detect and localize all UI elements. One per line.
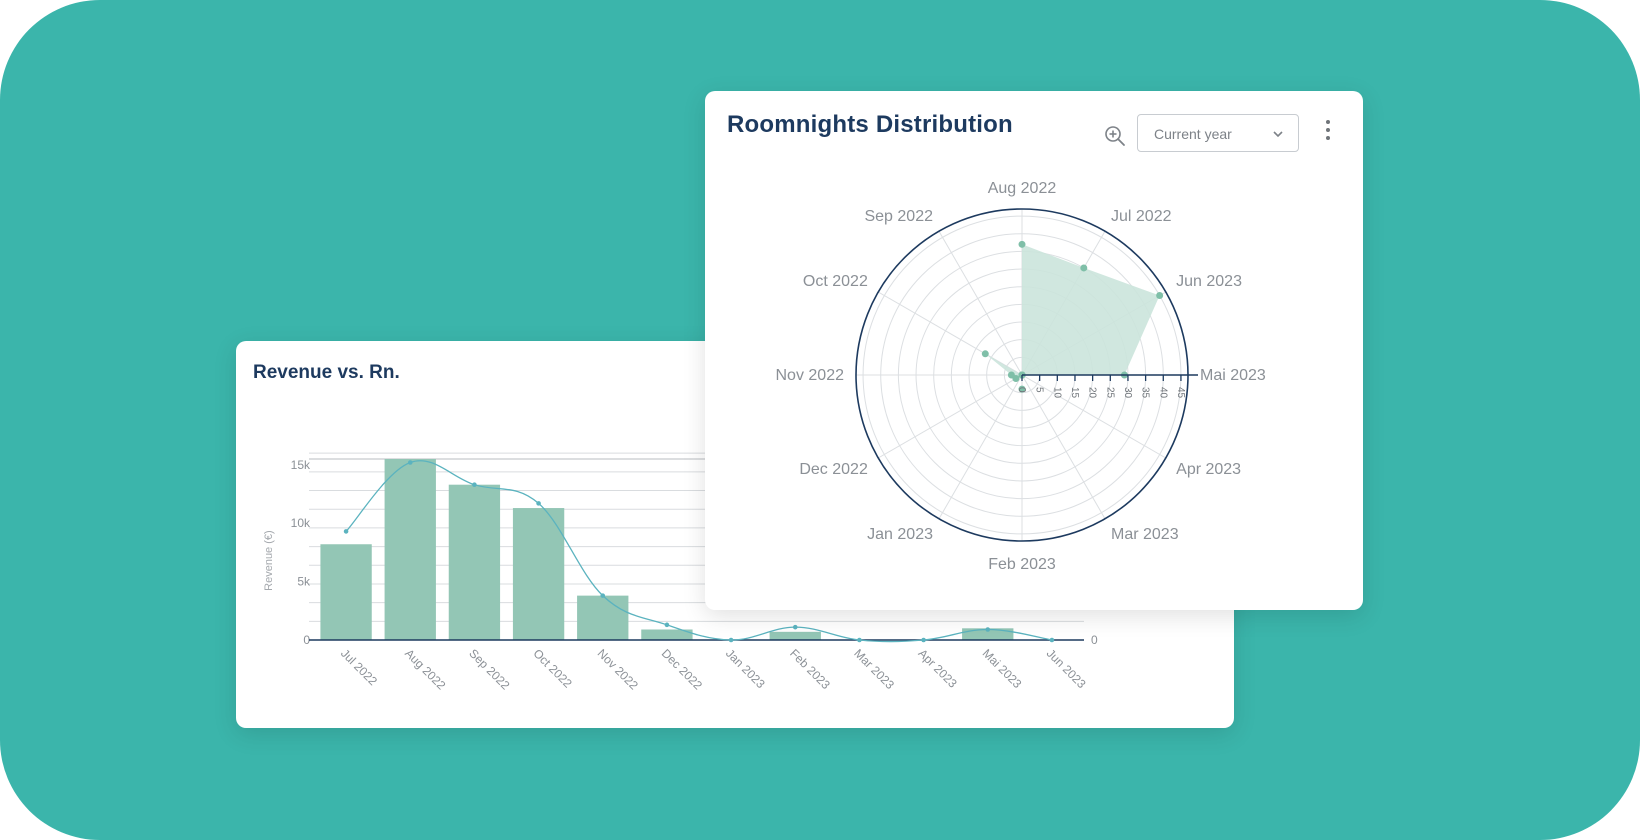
radar-radial-tick-label: 5 bbox=[1034, 387, 1045, 393]
x-tick-label: Feb 2023 bbox=[787, 646, 833, 692]
radar-point bbox=[1018, 240, 1026, 248]
radar-spoke bbox=[1021, 374, 1167, 459]
revenue-bar bbox=[769, 631, 821, 640]
roomnights-line-point bbox=[407, 460, 413, 465]
roomnights-line-point bbox=[343, 529, 349, 534]
radar-category-label: Apr 2023 bbox=[1176, 461, 1241, 478]
radar-point bbox=[1012, 375, 1020, 383]
radar-spoke bbox=[938, 374, 1023, 520]
radar-radial-tick-label: 15 bbox=[1069, 387, 1080, 399]
roomnights-line-point bbox=[664, 622, 670, 628]
roomnights-line-point bbox=[1049, 637, 1055, 643]
more-dot bbox=[1326, 128, 1330, 132]
x-tick-label: Jul 2022 bbox=[338, 646, 380, 688]
x-tick-label: Jan 2023 bbox=[723, 646, 768, 691]
revenue-bar bbox=[962, 628, 1014, 640]
radar-radial-tick-label: 25 bbox=[1104, 387, 1115, 399]
revenue-bar bbox=[641, 629, 693, 640]
revenue-bar bbox=[512, 508, 565, 640]
x-tick-label: Nov 2022 bbox=[595, 646, 641, 692]
roomnights-line-point bbox=[792, 624, 798, 630]
roomnights-line-point bbox=[600, 593, 606, 598]
radar-radial-tick-label: 10 bbox=[1051, 387, 1062, 399]
radar-category-label: Mai 2023 bbox=[1200, 367, 1266, 384]
radar-radial-tick-label: 0 bbox=[1016, 387, 1027, 393]
revenue-bar bbox=[320, 544, 372, 640]
radar-category-label: Jun 2023 bbox=[1176, 273, 1242, 290]
radar-spoke bbox=[1021, 374, 1106, 520]
roomnights-line-point bbox=[985, 627, 991, 632]
radar-point bbox=[1018, 385, 1026, 393]
radar-radial-tick-label: 20 bbox=[1087, 387, 1098, 399]
roomnights-chart-title: Roomnights Distribution bbox=[727, 111, 1013, 138]
revenue-bar bbox=[577, 595, 629, 640]
y-axis-label: Revenue (€) bbox=[263, 530, 275, 591]
radar-category-label: Jul 2022 bbox=[1111, 208, 1172, 225]
x-tick-label: Apr 2023 bbox=[915, 646, 960, 691]
y-tick-label: 0 bbox=[303, 633, 310, 647]
radar-point bbox=[981, 350, 989, 358]
radar-point bbox=[1080, 264, 1088, 272]
radar-radial-tick-label: 45 bbox=[1175, 387, 1186, 399]
more-dot bbox=[1326, 136, 1330, 140]
x-tick-label: Oct 2022 bbox=[530, 646, 575, 691]
radar-category-label: Dec 2022 bbox=[799, 461, 868, 478]
x-tick-label: Aug 2022 bbox=[402, 646, 448, 692]
radar-spoke bbox=[877, 374, 1023, 459]
roomnights-line-point bbox=[921, 637, 926, 643]
radar-category-label: Nov 2022 bbox=[776, 367, 845, 384]
revenue-bar bbox=[384, 459, 436, 640]
radar-category-label: Sep 2022 bbox=[864, 208, 933, 225]
y-tick-label: 10k bbox=[291, 516, 311, 530]
x-tick-label: Dec 2022 bbox=[659, 646, 705, 692]
radar-category-label: Aug 2022 bbox=[988, 180, 1057, 197]
period-select[interactable]: Current year bbox=[1137, 114, 1299, 152]
radar-area bbox=[985, 244, 1160, 390]
roomnights-line bbox=[345, 460, 1053, 643]
x-tick-label: Mar 2023 bbox=[851, 646, 897, 692]
x-tick-label: Sep 2022 bbox=[466, 646, 512, 692]
radar-radial-tick-label: 35 bbox=[1140, 387, 1151, 399]
x-tick-label: Jun 2023 bbox=[1044, 646, 1089, 691]
x-tick-label: Mai 2023 bbox=[980, 646, 1025, 691]
more-dot bbox=[1326, 120, 1330, 124]
right-axis-tick-label: 0 bbox=[1091, 633, 1098, 647]
period-select-value: Current year bbox=[1154, 126, 1232, 142]
radar-category-label: Feb 2023 bbox=[988, 556, 1056, 573]
radar-spoke bbox=[938, 230, 1023, 376]
radar-category-label: Mar 2023 bbox=[1111, 526, 1179, 543]
revenue-bar bbox=[448, 484, 501, 640]
chevron-down-icon bbox=[1273, 131, 1283, 138]
radar-category-label: Jan 2023 bbox=[867, 526, 933, 543]
roomnights-line-point bbox=[472, 482, 477, 487]
more-vertical-icon[interactable] bbox=[1321, 120, 1335, 146]
radar-radial-tick-label: 30 bbox=[1122, 387, 1133, 399]
zoom-in-icon[interactable] bbox=[1103, 124, 1127, 148]
revenue-chart-title: Revenue vs. Rn. bbox=[253, 362, 400, 383]
roomnights-line-point bbox=[728, 637, 734, 643]
roomnights-line-point bbox=[857, 637, 862, 643]
radar-category-label: Oct 2022 bbox=[803, 273, 868, 290]
radar-radial-tick-label: 40 bbox=[1157, 387, 1168, 399]
roomnights-line-point bbox=[536, 501, 541, 506]
y-tick-label: 15k bbox=[291, 458, 311, 472]
radar-point bbox=[1156, 292, 1164, 300]
y-tick-label: 5k bbox=[297, 575, 311, 589]
roomnights-radar-chart: 0 5 10 15 20 25 30 35 40 45 Mai 2023 Jun 2023 Jul 20… bbox=[776, 180, 1266, 573]
